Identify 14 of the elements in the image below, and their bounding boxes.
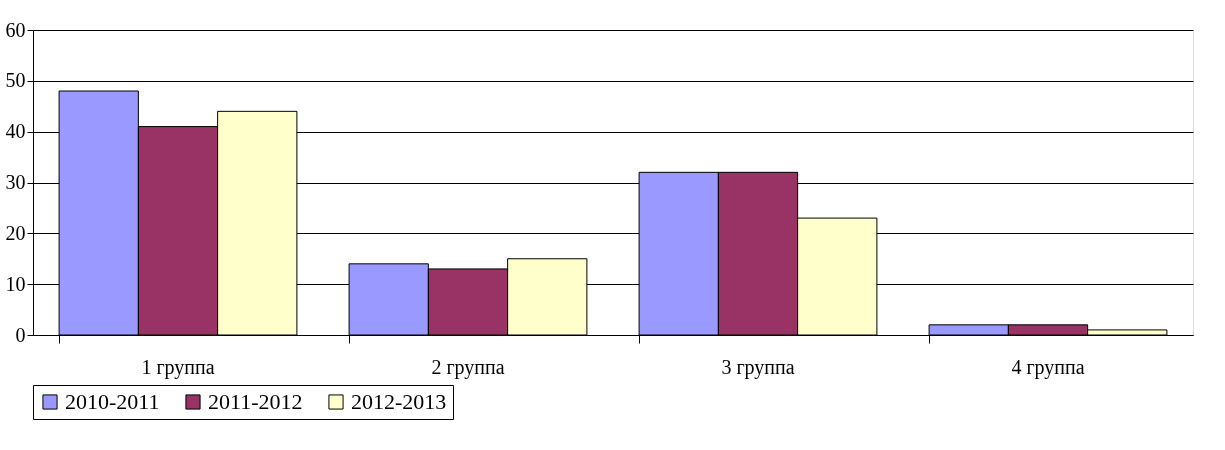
x-tick-label: 3 группа — [721, 355, 795, 379]
x-tick-label: 2 группа — [431, 355, 505, 379]
y-tick-label: 10 — [5, 272, 26, 295]
y-tick-label: 20 — [5, 221, 26, 244]
y-tick-label: 60 — [5, 18, 26, 41]
legend-label: 2010-2011 — [65, 389, 160, 414]
x-tick-label: 1 группа — [141, 355, 215, 379]
y-tick-label: 30 — [5, 171, 26, 193]
legend-label: 2012-2013 — [351, 389, 447, 414]
y-tick-label: 40 — [5, 120, 26, 143]
y-tick-label: 0 — [15, 323, 26, 346]
x-tick-label: 4 группа — [1011, 355, 1085, 379]
legend-label: 2011-2012 — [208, 389, 303, 414]
y-tick-label: 50 — [5, 69, 26, 92]
